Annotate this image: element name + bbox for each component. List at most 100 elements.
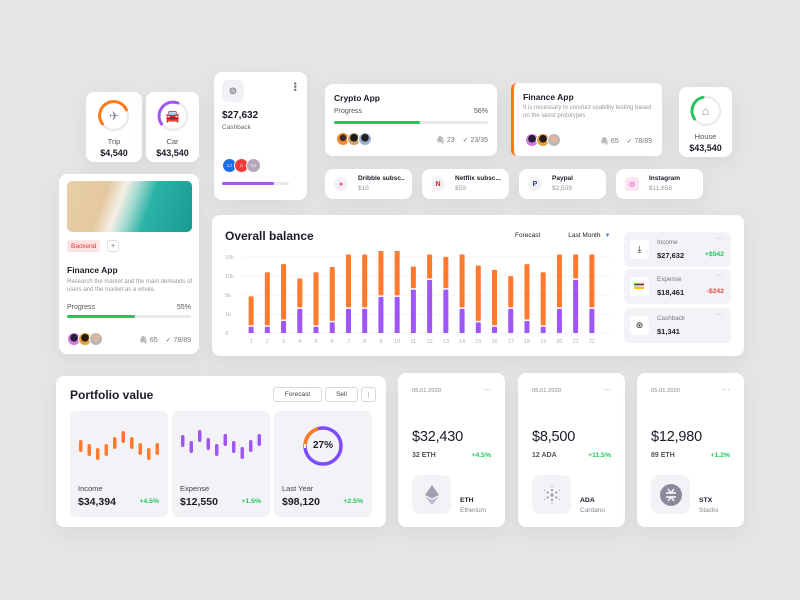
tab-forecast[interactable]: Forecast [515,232,541,239]
sell-button[interactable]: Sell [325,387,358,402]
last-year-amount: $98,120 [282,496,320,508]
house-card[interactable]: ⌂ House $43,540 [679,87,732,157]
attachments-count: 🖇 65 [600,138,619,145]
crypto-card-stx[interactable]: 05.01.2020 ··· $12,980 89 ETH +1.2% STX … [637,373,744,527]
svg-text:0: 0 [225,331,228,337]
car-value: $43,540 [156,148,189,158]
expense-tile[interactable]: Expense $12,550 +1.5% [172,411,270,517]
subscription-netflix[interactable]: N Netflix subsc... $59 [422,169,509,199]
stacks-icon [651,475,690,514]
finance-app-card-top[interactable]: Finance App It is necessary to conduct u… [511,83,662,156]
period-dropdown[interactable]: Last Month ▼ [568,232,611,239]
svg-text:13: 13 [443,339,449,345]
overall-balance-title: Overall balance [225,229,314,243]
crypto-symbol: STX [699,497,713,504]
svg-text:10: 10 [394,339,400,345]
more-options-icon[interactable]: ··· [603,385,611,394]
check-circle-icon: ✓ [626,138,633,145]
svg-text:18: 18 [524,339,530,345]
car-icon: 🚘 [165,109,180,123]
svg-text:7: 7 [347,339,350,345]
finance-app-card-left[interactable]: Backend + Finance App Research the marke… [59,174,199,354]
svg-text:20: 20 [556,339,562,345]
paperclip-icon: 🖇 [436,137,445,144]
team-avatars[interactable] [525,133,561,147]
svg-text:2: 2 [266,339,269,345]
expense-amount: $12,550 [180,496,218,508]
last-year-tile[interactable]: 27% Last Year $98,120 +2.5% [274,411,372,517]
progress-bar [67,315,191,318]
income-label: Income [78,484,103,493]
subscription-paypal[interactable]: P Paypal $2,509 [519,169,606,199]
more-options-icon[interactable]: ··· [722,385,730,394]
caret-down-icon: ▼ [604,233,611,239]
paypal-icon: P [528,177,542,191]
svg-text:1: 1 [250,339,253,345]
svg-text:4: 4 [298,339,301,345]
cashback-amount: $1,341 [657,327,680,336]
paperclip-icon: 🖇 [139,337,148,344]
more-options-icon[interactable]: ··· [716,311,723,318]
add-tag-button[interactable]: + [107,240,119,252]
crypto-quantity: 32 ETH [412,452,436,459]
svg-text:19: 19 [540,339,546,345]
income-delta: +$542 [704,251,724,258]
subscription-instagram[interactable]: ◎ Instagram $11,658 [616,169,703,199]
download-icon: ⤓ [630,240,649,259]
svg-text:17: 17 [508,339,514,345]
crypto-card-ada[interactable]: 05.01.2020 ··· $8,500 12 ADA +11.5% ADA … [518,373,625,527]
svg-text:12: 12 [427,339,433,345]
crypto-amount: $8,500 [532,429,576,445]
svg-text:15k: 15k [225,255,234,261]
crypto-app-card[interactable]: Crypto App Progress 56% 🖇 23 ✓ 23/35 [325,84,497,156]
forecast-button[interactable]: Forecast [273,387,322,402]
cashback-stat[interactable]: ⊛ Cashback $1,341 ··· [624,308,731,343]
progress-value: 56% [473,108,488,115]
card-icon: ▭ [222,158,237,173]
last-year-ring [303,426,343,466]
more-options-icon[interactable]: ··· [483,385,491,394]
car-icon: ▭ [246,158,261,173]
crypto-date: 05.01.2020 [651,388,681,394]
avatar[interactable] [547,133,561,147]
car-card[interactable]: 🚘 Car $43,540 [146,92,199,162]
expense-delta: -$242 [706,288,724,295]
expense-stat[interactable]: 💳 Expense $18,461 -$242 ··· [624,269,731,304]
trip-card[interactable]: ✈ Trip $4,540 [86,92,142,162]
plane-icon: ✈ [108,109,120,123]
instagram-icon: ◎ [625,177,639,191]
income-stat[interactable]: ⤓ Income $27,632 +$542 ··· [624,232,731,267]
cashback-label: Cashback [222,124,251,131]
avatar[interactable] [358,132,372,146]
team-avatars[interactable] [336,132,372,146]
avatar[interactable] [89,332,103,346]
expense-label: Expense [180,484,210,493]
crypto-card-eth[interactable]: 05.01.2020 ··· $32,430 32 ETH +4.5% ETH … [398,373,505,527]
subscription-name: Instagram [649,175,681,182]
team-avatars[interactable] [67,332,103,346]
svg-text:22: 22 [589,339,595,345]
trip-value: $4,540 [100,148,128,158]
last-year-change: +2.5% [343,498,363,505]
car-ring: 🚘 [156,99,190,133]
subscription-dribbble[interactable]: ● Dribble subsc.. $15 [325,169,412,199]
last-year-label: Last Year [282,484,314,493]
income-label: Income [657,239,678,246]
house-label: House [694,132,717,141]
income-amount: $34,394 [78,496,116,508]
more-options-icon[interactable]: ••• [290,82,300,92]
crypto-symbol: ETH [460,497,474,504]
income-amount: $27,632 [657,251,685,260]
cashback-card[interactable]: ⊚ ••• $27,632 Cashback ▭ ⌂ ▭ [214,72,307,200]
wallet-icon: 💳 [630,277,649,296]
more-options-icon[interactable]: ··· [716,235,723,242]
finance-app-title: Finance App [67,265,118,275]
more-options-icon[interactable]: ··· [716,272,723,279]
income-tile[interactable]: Income $34,394 +4.5% [70,411,168,517]
overall-balance-card: Overall balance Forecast Last Month ▼ 0 1k… [212,215,744,356]
check-circle-icon: ✓ [462,137,469,144]
tag-backend[interactable]: Backend [67,240,101,252]
progress-value: 55% [176,304,191,311]
more-options-button[interactable]: ⋮ [361,387,376,402]
